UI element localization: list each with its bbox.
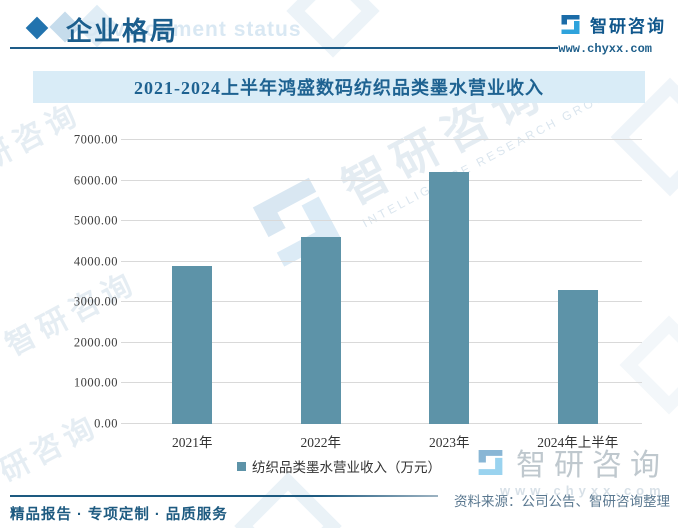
brand-logo: 智研咨询 [558, 12, 666, 37]
bar-2023年 [429, 172, 470, 424]
y-tick-label: 0.00 [94, 416, 118, 431]
bar-2021年 [172, 265, 213, 424]
chart-title: 2021-2024上半年鸿盛数码纺织品类墨水营业收入 [134, 78, 544, 98]
bar-slot [257, 140, 386, 424]
y-tick-label: 6000.00 [73, 173, 118, 188]
brand-logo-icon [561, 15, 580, 34]
chart-title-banner: 2021-2024上半年鸿盛数码纺织品类墨水营业收入 [33, 71, 645, 103]
footer-divider [10, 495, 438, 497]
footer-services: 精品报告 · 专项定制 · 品质服务 [10, 507, 228, 523]
website-url: www.chyxx.com [558, 42, 652, 56]
gridline [121, 220, 642, 222]
bar-2024年上半年 [557, 290, 598, 424]
gridline [121, 260, 642, 262]
plot-area [121, 139, 642, 424]
gridline [121, 179, 642, 181]
y-tick-label: 3000.00 [73, 294, 118, 309]
y-tick-label: 1000.00 [73, 375, 118, 390]
x-tick-label: 2024年上半年 [537, 435, 619, 450]
legend-swatch [237, 461, 246, 471]
gridline [121, 301, 642, 303]
y-tick-label: 7000.00 [73, 132, 118, 147]
x-axis-line [121, 423, 642, 424]
y-tick-label: 5000.00 [73, 213, 118, 228]
y-tick-label: 2000.00 [73, 335, 118, 350]
header-rule [10, 47, 558, 49]
bar-2022年 [300, 237, 341, 424]
section-title: 企业格局 [66, 17, 179, 46]
x-tick-label: 2023年 [429, 435, 470, 450]
gridline [121, 341, 642, 343]
legend-label: 纺织品类墨水营业收入（万元） [252, 460, 441, 475]
header-watermark-text: Development status [84, 18, 302, 41]
legend: 纺织品类墨水营业收入（万元） [0, 456, 678, 476]
gridline [121, 382, 642, 384]
gridline [121, 139, 642, 140]
bars-container [128, 140, 642, 424]
bar-slot [128, 140, 257, 424]
brand-name: 智研咨询 [590, 17, 666, 36]
x-tick-label: 2021年 [172, 435, 213, 450]
y-axis: 0.00 1000.00 2000.00 3000.00 4000.00 5000.00 6… [0, 133, 118, 431]
bar-slot [514, 140, 643, 424]
x-axis: 2021年 2022年 2023年 2024年上半年 [128, 431, 642, 451]
y-tick-label: 4000.00 [73, 254, 118, 269]
data-source: 资料来源：公司公告、智研咨询整理 [454, 494, 670, 509]
x-tick-label: 2022年 [300, 435, 342, 450]
bar-slot [385, 140, 514, 424]
